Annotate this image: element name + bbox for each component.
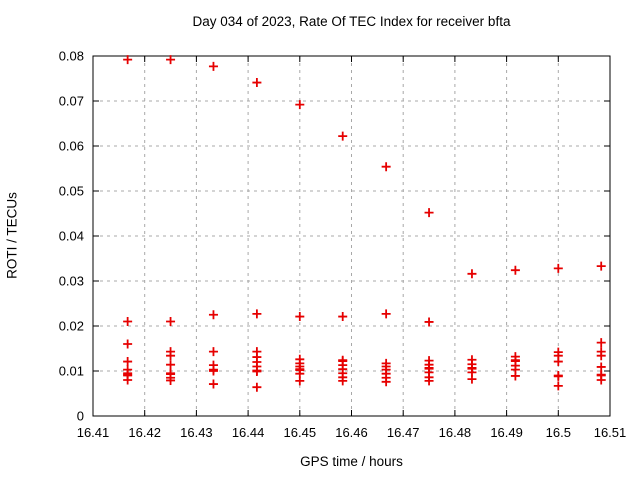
y-tick-label: 0.06	[59, 139, 84, 154]
data-point-marker	[381, 377, 391, 387]
x-axis-label: GPS time / hours	[300, 454, 403, 469]
y-tick-label: 0.05	[59, 184, 84, 199]
data-point-marker	[208, 347, 218, 357]
data-point-marker	[252, 382, 262, 392]
data-point-marker	[166, 360, 176, 370]
data-point-marker	[338, 131, 348, 141]
data-point-marker	[123, 357, 133, 367]
x-tick-label: 16.45	[284, 425, 317, 440]
data-point-marker	[166, 375, 176, 385]
data-point-marker	[295, 376, 305, 386]
data-point-marker	[596, 261, 606, 271]
y-tick-label: 0.08	[59, 49, 84, 64]
data-point-marker	[166, 55, 176, 65]
x-tick-label: 16.43	[180, 425, 213, 440]
y-tick-label: 0.01	[59, 364, 84, 379]
data-point-marker	[467, 269, 477, 279]
data-point-marker	[208, 61, 218, 71]
data-point-marker	[553, 371, 563, 381]
data-point-marker	[123, 339, 133, 349]
data-point-marker	[596, 362, 606, 372]
data-point-marker	[166, 351, 176, 361]
data-point-marker	[252, 309, 262, 319]
data-point-marker	[596, 338, 606, 348]
data-point-marker	[381, 162, 391, 172]
data-point-marker	[338, 312, 348, 322]
data-point-marker	[208, 310, 218, 320]
x-tick-label: 16.42	[128, 425, 161, 440]
data-point-marker	[596, 351, 606, 361]
data-point-marker	[424, 208, 434, 218]
data-point-marker	[510, 371, 520, 381]
data-point-marker	[208, 379, 218, 389]
data-point-marker	[553, 263, 563, 273]
data-point-marker	[424, 317, 434, 327]
x-tick-label: 16.46	[335, 425, 368, 440]
data-point-marker	[553, 357, 563, 367]
data-point-marker	[295, 312, 305, 322]
x-tick-label: 16.48	[439, 425, 472, 440]
y-tick-label: 0.04	[59, 229, 84, 244]
y-tick-label: 0.07	[59, 94, 84, 109]
data-point-marker	[338, 376, 348, 386]
data-point-marker	[166, 317, 176, 326]
data-point-marker	[553, 381, 563, 391]
y-tick-label: 0.02	[59, 319, 84, 334]
x-tick-label: 16.5	[546, 425, 571, 440]
data-point-marker	[208, 366, 218, 376]
x-tick-label: 16.51	[594, 425, 627, 440]
data-point-marker	[295, 100, 305, 110]
data-point-marker	[252, 366, 262, 376]
x-tick-label: 16.41	[77, 425, 110, 440]
y-tick-label: 0.03	[59, 274, 84, 289]
data-point-marker	[467, 374, 477, 384]
x-tick-label: 16.44	[232, 425, 265, 440]
x-tick-label: 16.47	[387, 425, 420, 440]
data-point-marker	[123, 317, 133, 326]
data-point-marker	[596, 375, 606, 385]
data-point-marker	[123, 375, 133, 385]
data-point-marker	[381, 309, 391, 319]
data-point-marker	[510, 265, 520, 275]
data-point-marker	[424, 376, 434, 386]
data-point-marker	[252, 78, 262, 88]
x-tick-label: 16.49	[490, 425, 523, 440]
data-point-marker	[123, 55, 133, 65]
y-tick-label: 0	[77, 409, 84, 424]
chart-title: Day 034 of 2023, Rate Of TEC Index for r…	[192, 14, 511, 29]
